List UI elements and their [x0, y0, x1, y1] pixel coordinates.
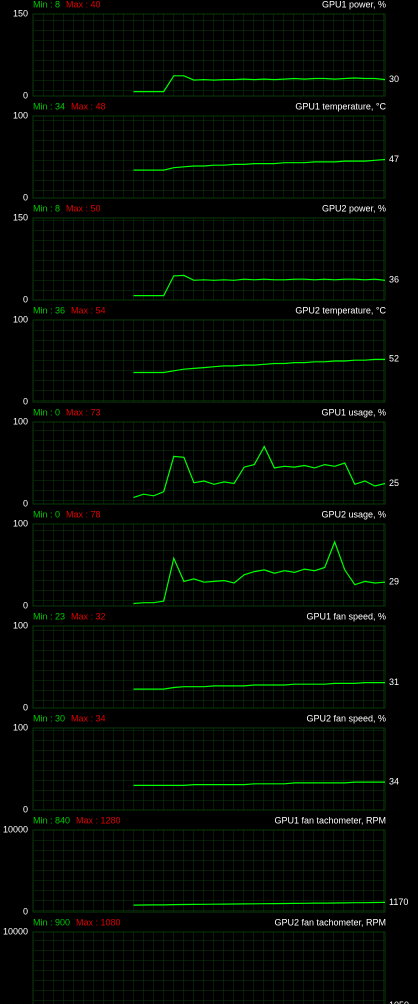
grid — [32, 421, 386, 505]
current-value: 1050 — [389, 1000, 409, 1004]
max-label: Max : 1280 — [76, 815, 121, 825]
min-label: Min : 36 — [33, 305, 65, 315]
grid — [32, 829, 386, 913]
max-label: Max : 34 — [71, 713, 106, 723]
y-tick-label: 0 — [23, 498, 28, 508]
panel-title: GPU2 fan tachometer, RPM — [274, 917, 386, 927]
y-tick-label: 0 — [23, 804, 28, 814]
panel-title: GPU2 power, % — [322, 203, 386, 213]
min-label: Min : 0 — [33, 509, 60, 519]
max-label: Max : 1080 — [76, 917, 121, 927]
max-label: Max : 40 — [66, 0, 101, 9]
grid — [32, 523, 386, 607]
min-label: Min : 900 — [33, 917, 70, 927]
current-value: 25 — [389, 478, 399, 488]
current-value: 34 — [389, 776, 399, 786]
grid — [32, 931, 386, 1004]
y-tick-label: 0 — [23, 192, 28, 202]
data-line — [133, 358, 385, 374]
panel-title: GPU1 usage, % — [321, 407, 386, 417]
data-line — [133, 682, 385, 690]
y-tick-label: 100 — [13, 416, 28, 426]
grid — [32, 727, 386, 811]
grid — [32, 115, 386, 199]
data-line — [133, 75, 386, 93]
y-tick-label: 150 — [13, 212, 28, 222]
current-value: 36 — [389, 275, 399, 285]
data-line — [133, 781, 385, 786]
panel-title: GPU2 temperature, °C — [295, 305, 386, 315]
y-tick-label: 100 — [13, 722, 28, 732]
panel-title: GPU1 temperature, °C — [295, 101, 386, 111]
data-line — [133, 901, 386, 906]
current-value: 29 — [389, 577, 399, 587]
current-value: 31 — [389, 677, 399, 687]
grid — [32, 13, 386, 97]
max-label: Max : 54 — [71, 305, 106, 315]
min-label: Min : 34 — [33, 101, 65, 111]
y-tick-label: 0 — [23, 294, 28, 304]
y-tick-label: 0 — [23, 600, 28, 610]
current-value: 30 — [389, 74, 399, 84]
panel-title: GPU2 usage, % — [321, 509, 386, 519]
min-label: Min : 0 — [33, 407, 60, 417]
panel-title: GPU1 fan speed, % — [306, 611, 386, 621]
min-label: Min : 840 — [33, 815, 70, 825]
min-label: Min : 30 — [33, 713, 65, 723]
max-label: Max : 48 — [71, 101, 106, 111]
y-tick-label: 100 — [13, 518, 28, 528]
panel-title: GPU1 fan tachometer, RPM — [274, 815, 386, 825]
grid — [32, 625, 386, 709]
data-line — [133, 274, 386, 297]
y-tick-label: 150 — [13, 8, 28, 18]
min-label: Min : 8 — [33, 203, 60, 213]
y-tick-label: 100 — [13, 314, 28, 324]
data-line — [133, 540, 386, 605]
grid — [32, 319, 386, 403]
current-value: 47 — [389, 154, 399, 164]
grid — [32, 217, 386, 301]
current-value: 52 — [389, 354, 399, 364]
y-tick-label: 100 — [13, 110, 28, 120]
y-tick-label: 0 — [23, 396, 28, 406]
current-value: 1170 — [389, 897, 408, 907]
data-line — [133, 158, 386, 171]
y-tick-label: 0 — [23, 702, 28, 712]
data-line — [133, 445, 386, 498]
y-tick-label: 0 — [23, 906, 28, 916]
y-tick-label: 10000 — [3, 824, 28, 834]
max-label: Max : 32 — [71, 611, 106, 621]
max-label: Max : 50 — [66, 203, 101, 213]
panel-title: GPU1 power, % — [322, 0, 386, 9]
panel-title: GPU2 fan speed, % — [306, 713, 386, 723]
y-tick-label: 0 — [23, 90, 28, 100]
y-tick-label: 10000 — [3, 926, 28, 936]
max-label: Max : 78 — [66, 509, 101, 519]
max-label: Max : 73 — [66, 407, 101, 417]
y-tick-label: 100 — [13, 620, 28, 630]
min-label: Min : 8 — [33, 0, 60, 9]
min-label: Min : 23 — [33, 611, 65, 621]
